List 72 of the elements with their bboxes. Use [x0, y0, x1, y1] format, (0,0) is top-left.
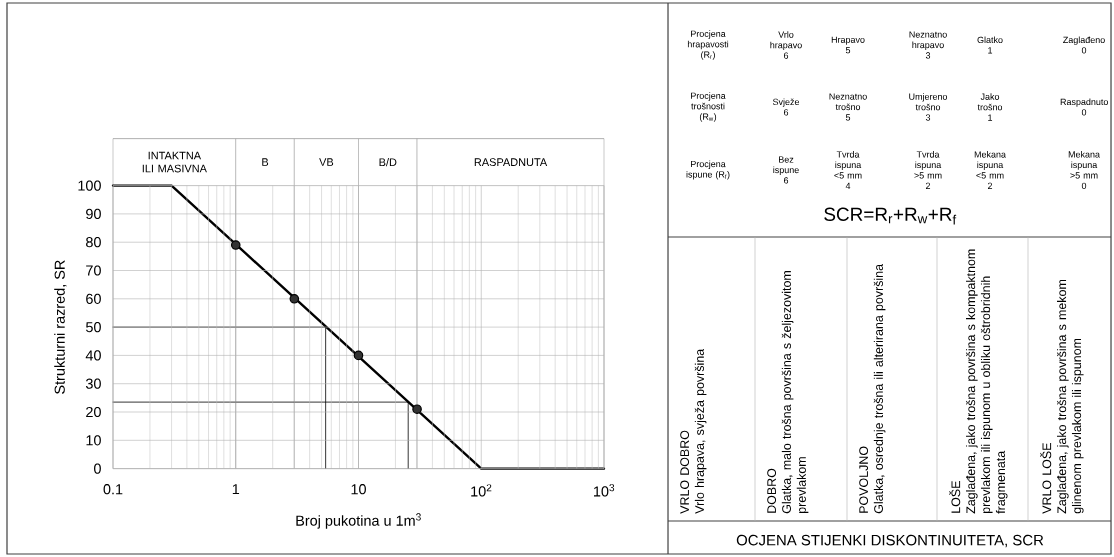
y-axis-title: Strukturni razred, SR	[54, 260, 67, 394]
band-label: RASPADNUTA	[474, 158, 548, 166]
text: Neznatno hrapavo	[909, 31, 947, 50]
x-tick-label: 0.1	[103, 484, 123, 495]
text: SCR=R$_{r}$+R$_{w}$+R$_{f}$	[824, 207, 957, 225]
text: Vrlo hrapavo	[770, 31, 802, 51]
x-tick-label: 10$^{3}$	[594, 484, 615, 497]
text: Mekana ispuna <5 mm	[974, 151, 1006, 179]
text: Glatka, malo trošna površina s željezovitom prevlakom	[781, 271, 809, 514]
text: Vrlo hrapava, svježa površina	[694, 348, 707, 514]
point	[412, 404, 422, 414]
text: 6	[783, 52, 789, 59]
text: VRLO DOBRO	[680, 430, 690, 514]
y-tick-label: 90	[86, 208, 101, 220]
text: 0	[1081, 109, 1087, 116]
text: Zaglađena, jako trošna površina s kompaktnom prevlakom ili ispunom u obliku oštrobridnih fragmenata	[965, 249, 1008, 514]
band-label: B	[262, 158, 269, 166]
text: 0	[1081, 47, 1087, 54]
text: OCJENA STIJENKI DISKONTINUITETA, SCR	[736, 534, 1044, 548]
text: POVOLJNO	[859, 446, 869, 513]
y-tick-label: 40	[85, 350, 101, 361]
text: 4	[845, 182, 851, 189]
text: Jako trošno	[977, 93, 1003, 111]
point	[230, 240, 241, 250]
band-label: INTAKTNA ILI MASIVNA	[142, 151, 207, 173]
text: 2	[925, 182, 931, 189]
text: Tvrda ispuna <5 mm	[834, 151, 862, 179]
text: Procjena hrapavosti (R$_{r}$)	[687, 30, 729, 60]
text: Bez ispune	[773, 156, 799, 175]
text: Tvrda ispuna >5 mm	[914, 151, 942, 179]
text: Zaglađeno	[1063, 36, 1105, 45]
text: Zaglađena, jako trošna površina s mekom glinenom prevlakom ili ispunom	[1056, 280, 1084, 514]
y-tick-label: 30	[85, 378, 101, 389]
x-axis-title: Broj pukotina u 1m$^{3}$	[296, 513, 421, 529]
text: 1	[988, 114, 993, 121]
text: Hrapavo	[831, 36, 865, 45]
text: 3	[925, 52, 931, 59]
text: VRLO LOŠE	[1040, 443, 1052, 514]
text: 5	[845, 114, 851, 121]
y-tick-label: 20	[86, 406, 101, 418]
y-tick-label: 80	[86, 237, 101, 248]
x-tick-label: 10	[351, 484, 366, 495]
y-tick-label: 70	[86, 265, 101, 276]
text: LOŠE	[949, 481, 961, 513]
y-tick-label: 60	[86, 293, 101, 304]
text: 3	[925, 114, 931, 121]
text: DOBRO	[767, 468, 777, 513]
text: Mekana ispuna >5 mm	[1068, 151, 1100, 179]
band-label: VB	[319, 158, 334, 166]
band-label: B/D	[379, 158, 397, 167]
x-tick-label: 10$^{2}$	[471, 484, 492, 497]
text: 6	[783, 177, 789, 184]
text: Glatka, osrednje trošna ili alterirana površina	[873, 263, 886, 514]
text: 5	[845, 47, 851, 54]
text: 1	[988, 47, 993, 54]
text: Procjena ispune (R$_{f}$)	[686, 160, 730, 180]
text: 2	[987, 182, 993, 189]
point	[289, 294, 300, 304]
point	[353, 350, 364, 361]
text: Umjereno trošno	[909, 93, 948, 111]
text: Raspadnuto	[1060, 98, 1108, 107]
text: 0	[1081, 182, 1087, 189]
text: Svježe	[772, 98, 800, 107]
y-tick-label: 0	[94, 463, 101, 474]
y-tick-label: 10	[86, 435, 101, 446]
text: Glatko	[977, 36, 1003, 44]
y-tick-label: 100	[78, 180, 101, 191]
y-tick-label: 50	[85, 321, 101, 333]
text: Neznatno trošno	[829, 93, 867, 111]
x-tick-label: 1	[232, 484, 240, 495]
text: Procjena trošnosti (R$_{w}$)	[691, 92, 726, 122]
text: 6	[783, 109, 789, 116]
